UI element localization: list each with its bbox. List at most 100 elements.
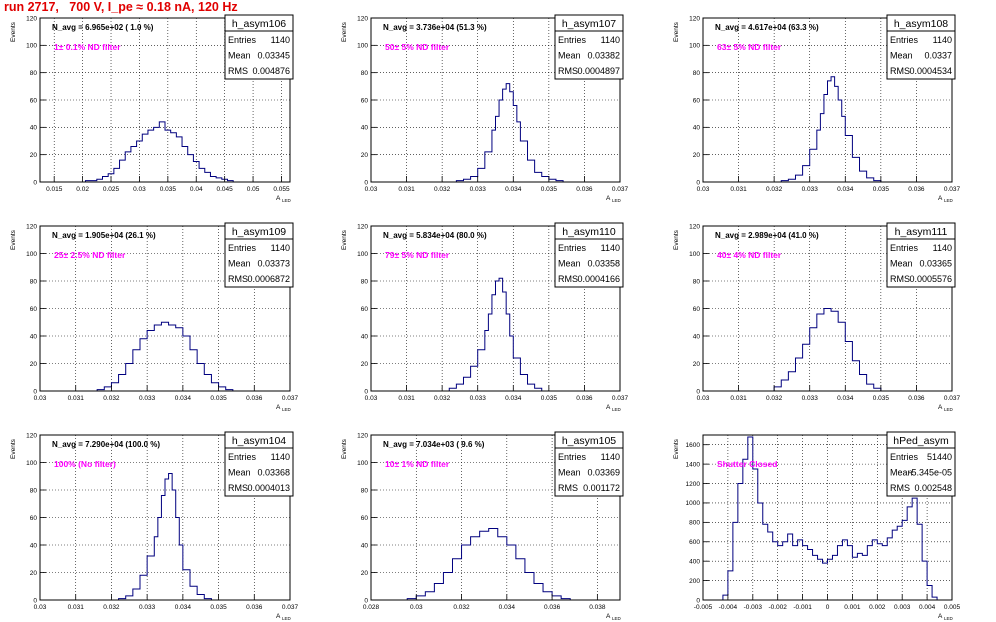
- stats-title: h_asym107: [562, 18, 616, 30]
- histogram-line: [455, 83, 564, 182]
- stats-value: 0.0004013: [247, 483, 290, 493]
- stats-label: Mean: [890, 259, 913, 269]
- n-avg-label: N_avg = 7.034e+03 ( 9.6 %): [383, 440, 485, 449]
- x-tick-label: -0.004: [719, 604, 738, 611]
- histogram-line: [448, 277, 543, 391]
- x-tick-label: 0.055: [273, 186, 290, 193]
- y-axis-label: Events: [10, 21, 17, 42]
- stats-value: 1140: [601, 452, 620, 462]
- filter-annotation: 25± 2.5% ND filter: [54, 250, 126, 260]
- stats-label: Entries: [228, 243, 257, 253]
- x-tick-label: 0.032: [766, 186, 783, 193]
- stats-label: Entries: [228, 452, 257, 462]
- y-axis-label: Events: [341, 229, 348, 250]
- y-tick-label: 400: [689, 558, 700, 565]
- stats-value: 1140: [271, 243, 290, 253]
- x-tick-label: 0.033: [470, 395, 487, 402]
- stats-box: [554, 431, 624, 497]
- x-tick-label: 0.034: [175, 395, 192, 402]
- histogram-line: [406, 528, 571, 600]
- y-tick-label: 100: [26, 43, 37, 50]
- y-tick-label: 40: [30, 125, 38, 132]
- stats-title: h_asym108: [894, 18, 948, 30]
- histogram-panel-h_asym111: 0.03 0.031 0.032 0.033 0.034 0.035 0.036 0.037 0…: [673, 222, 961, 412]
- y-axis-label: Events: [341, 438, 348, 459]
- x-tick-label: 0.03: [697, 186, 710, 193]
- x-tick-label: 0.036: [246, 395, 263, 402]
- n-avg-label: N_avg = 1.905e+04 (26.1 %): [52, 231, 156, 240]
- y-axis-label: Events: [673, 21, 680, 42]
- x-tick-label: 0.036: [576, 186, 593, 193]
- x-tick-label: 0.025: [103, 186, 120, 193]
- x-tick-label: 0.035: [873, 395, 890, 402]
- x-tick-label: 0.031: [398, 395, 415, 402]
- x-tick-label: 0.037: [944, 186, 961, 193]
- x-tick-label: 0.033: [802, 186, 819, 193]
- y-tick-label: 120: [26, 432, 37, 439]
- y-tick-label: 20: [693, 361, 701, 368]
- x-tick-label: -0.005: [694, 604, 713, 611]
- x-tick-label: 0.005: [944, 604, 961, 611]
- x-axis-label: A: [276, 404, 281, 411]
- y-tick-label: 40: [30, 542, 38, 549]
- stats-box: [554, 222, 624, 288]
- x-tick-label: 0: [826, 604, 830, 611]
- histogram-line: [118, 473, 212, 600]
- y-tick-label: 100: [689, 251, 700, 258]
- y-tick-label: 120: [689, 15, 700, 22]
- stats-label: Mean: [558, 468, 581, 478]
- filter-annotation: 1± 0.1% ND filter: [54, 42, 121, 52]
- x-axis-label-sub: LED: [282, 616, 292, 621]
- y-tick-label: 100: [357, 251, 368, 258]
- stats-label: Entries: [228, 35, 257, 45]
- stats-label: RMS: [228, 483, 248, 493]
- stats-value: 0.0004897: [577, 66, 620, 76]
- y-tick-label: 80: [361, 487, 369, 494]
- stats-title: h_asym106: [232, 18, 286, 30]
- filter-annotation: 10± 1% ND filter: [385, 459, 450, 469]
- x-tick-label: 0.032: [103, 395, 120, 402]
- x-tick-label: 0.03: [365, 186, 378, 193]
- stats-value: 0.004876: [252, 66, 290, 76]
- stats-label: Mean: [228, 259, 251, 269]
- y-tick-label: 100: [26, 460, 37, 467]
- y-tick-label: 120: [357, 15, 368, 22]
- x-tick-label: 0.031: [68, 395, 85, 402]
- y-tick-label: 60: [693, 306, 701, 313]
- stats-value: 0.0337: [924, 51, 952, 61]
- x-tick-label: 0.03: [34, 395, 47, 402]
- stats-label: Entries: [890, 35, 919, 45]
- x-tick-label: 0.031: [730, 395, 747, 402]
- x-tick-label: 0.034: [837, 186, 854, 193]
- y-tick-label: 20: [30, 361, 38, 368]
- stats-value: 0.03369: [587, 468, 620, 478]
- histogram-line: [773, 308, 882, 391]
- x-axis-label: A: [606, 613, 611, 620]
- x-tick-label: 0.04: [190, 186, 203, 193]
- n-avg-label: N_avg = 5.834e+04 (80.0 %): [383, 231, 487, 240]
- x-axis-label-sub: LED: [282, 198, 292, 203]
- stats-label: Mean: [558, 51, 581, 61]
- x-tick-label: 0.037: [282, 395, 299, 402]
- x-axis-label-sub: LED: [612, 616, 622, 621]
- stats-value: 0.03373: [257, 259, 290, 269]
- x-tick-label: 0.003: [894, 604, 911, 611]
- x-tick-label: 0.02: [76, 186, 89, 193]
- x-axis-label: A: [276, 613, 281, 620]
- y-tick-label: 600: [689, 539, 700, 546]
- x-tick-label: 0.037: [612, 186, 629, 193]
- histogram-line: [96, 321, 234, 391]
- y-tick-label: 100: [689, 43, 700, 50]
- x-tick-label: 0.015: [46, 186, 63, 193]
- y-tick-label: 100: [357, 460, 368, 467]
- y-tick-label: 40: [361, 542, 369, 549]
- y-tick-label: 100: [357, 43, 368, 50]
- x-tick-label: 0.033: [802, 395, 819, 402]
- stats-value: 0.03358: [587, 259, 620, 269]
- stats-value: 0.002548: [914, 483, 952, 493]
- histogram-line: [722, 436, 938, 600]
- stats-title: h_asym110: [562, 226, 616, 238]
- x-tick-label: 0.032: [453, 604, 470, 611]
- y-tick-label: 80: [30, 70, 38, 77]
